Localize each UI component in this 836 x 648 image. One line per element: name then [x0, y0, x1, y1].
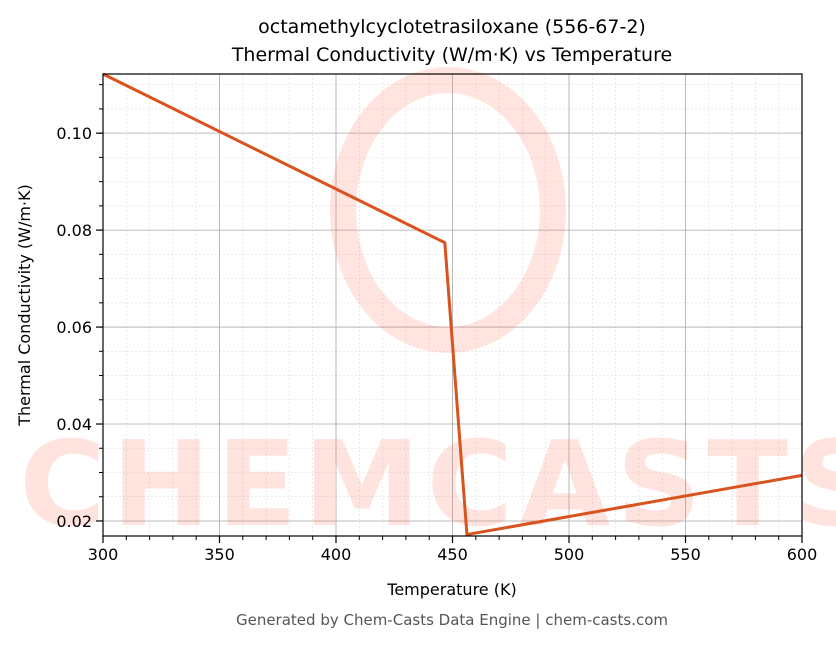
y-tick-label: 0.10 — [56, 124, 92, 143]
svg-text:CHEMCASTS: CHEMCASTS — [19, 415, 836, 553]
y-tick-label: 0.08 — [56, 221, 92, 240]
x-tick-label: 550 — [670, 545, 701, 564]
y-axis-label: Thermal Conductivity (W/m·K) — [15, 184, 34, 427]
x-tick-label: 450 — [437, 545, 468, 564]
x-tick-label: 600 — [787, 545, 818, 564]
grid — [102, 74, 803, 536]
chart-title-line1: octamethylcyclotetrasiloxane (556-67-2) — [258, 16, 646, 38]
x-tick-label: 500 — [554, 545, 585, 564]
footer-credit: Generated by Chem-Casts Data Engine | ch… — [236, 611, 668, 629]
plot-frame — [102, 73, 803, 537]
x-tick-label: 300 — [88, 545, 119, 564]
chart-title-line2: Thermal Conductivity (W/m·K) vs Temperat… — [231, 44, 672, 66]
y-tick-label: 0.04 — [56, 415, 92, 434]
x-tick-label: 350 — [204, 545, 235, 564]
series-line — [102, 72, 803, 537]
x-tick-label: 400 — [321, 545, 352, 564]
ticks: 300 350 400 450 500 550 600 0.02 0.04 0.06 0.08 0.1… — [56, 84, 818, 564]
y-tick-label: 0.02 — [56, 512, 92, 531]
series — [102, 72, 803, 537]
watermark: CHEMCASTS — [19, 67, 836, 553]
x-axis-label: Temperature (K) — [386, 580, 516, 599]
y-tick-label: 0.06 — [56, 318, 92, 337]
